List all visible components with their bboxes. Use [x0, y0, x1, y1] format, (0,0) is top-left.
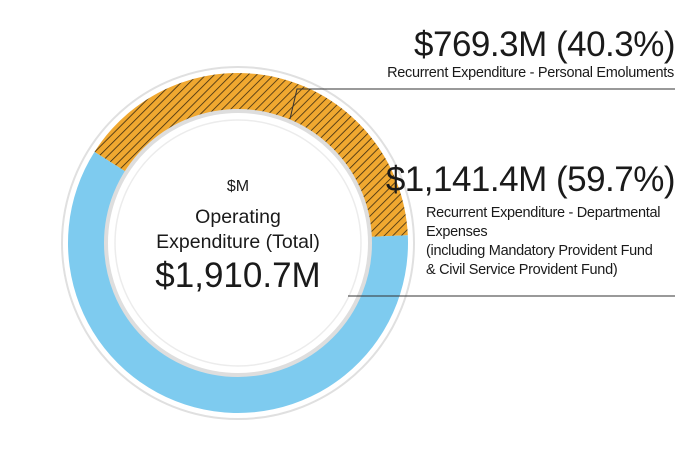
center-total: $1,910.7M: [155, 256, 321, 295]
departmental-expenses-desc-line-3: (including Mandatory Provident Fund: [426, 243, 653, 259]
slice-personal-emoluments: [94, 72, 408, 238]
departmental-expenses-value-label: $1,141.4M (59.7%): [385, 160, 676, 199]
center-title-line-2: Expenditure (Total): [156, 231, 320, 253]
leader-line-personal-emoluments: [289, 88, 675, 120]
personal-emoluments-value-label: $769.3M (40.3%): [414, 25, 675, 64]
departmental-expenses-desc-line-4: & Civil Service Provident Fund): [426, 262, 618, 278]
personal-emoluments-description: Recurrent Expenditure - Personal Emolume…: [387, 65, 674, 81]
departmental-expenses-desc-line-2: Expenses: [426, 224, 488, 240]
ring-inner-border: [114, 119, 362, 367]
slice-departmental-expenses: [68, 151, 409, 413]
unit-label: $M: [226, 178, 250, 195]
center-title-line-1: Operating: [195, 206, 281, 228]
departmental-expenses-desc-line-1: Recurrent Expenditure - Departmental: [426, 205, 661, 221]
